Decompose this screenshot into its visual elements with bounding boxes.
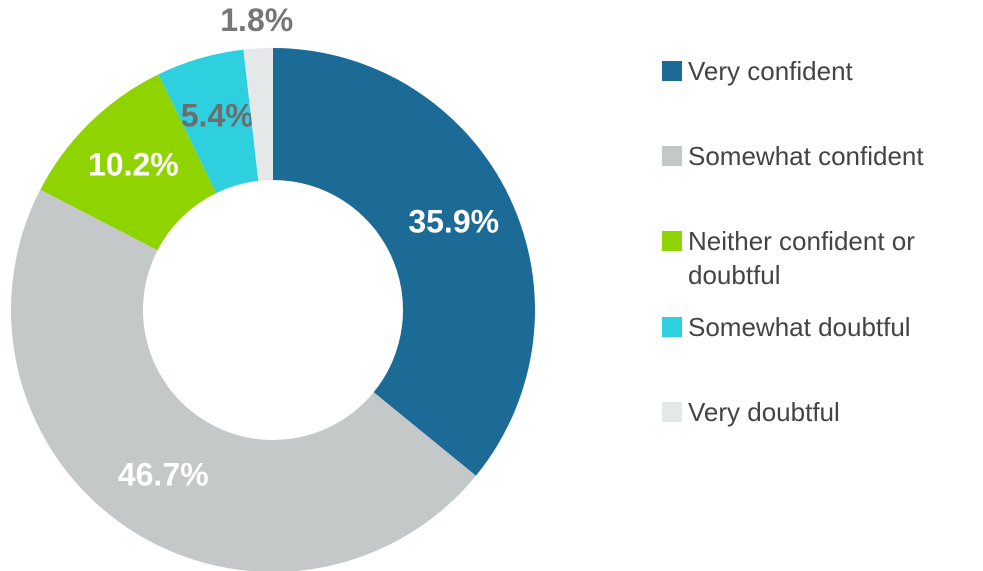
donut-slice	[243, 48, 273, 181]
legend-swatch	[662, 231, 682, 251]
donut-slice	[158, 49, 259, 194]
legend-item: Neither confident or doubtful	[662, 224, 968, 292]
legend-swatch	[662, 402, 682, 422]
legend-label: Neither confident or doubtful	[688, 226, 915, 290]
legend-item: Somewhat doubtful	[662, 310, 968, 344]
donut-slice	[11, 189, 476, 571]
legend-label: Very doubtful	[688, 397, 840, 427]
legend-swatch	[662, 61, 682, 81]
data-label: 5.4%	[181, 97, 254, 133]
data-label: 10.2%	[88, 146, 179, 182]
legend-item: Somewhat confident	[662, 139, 968, 173]
data-label: 46.7%	[118, 457, 209, 493]
legend-label: Somewhat confident	[688, 141, 924, 171]
donut-slice	[273, 48, 535, 476]
legend-swatch	[662, 317, 682, 337]
legend-label: Somewhat doubtful	[688, 312, 911, 342]
legend-swatch	[662, 146, 682, 166]
data-label: 1.8%	[220, 2, 293, 38]
legend-item: Very doubtful	[662, 395, 968, 429]
donut-slice	[40, 74, 217, 251]
data-label: 35.9%	[408, 204, 499, 240]
legend-item: Very confident	[662, 54, 968, 88]
legend-label: Very confident	[688, 56, 853, 86]
